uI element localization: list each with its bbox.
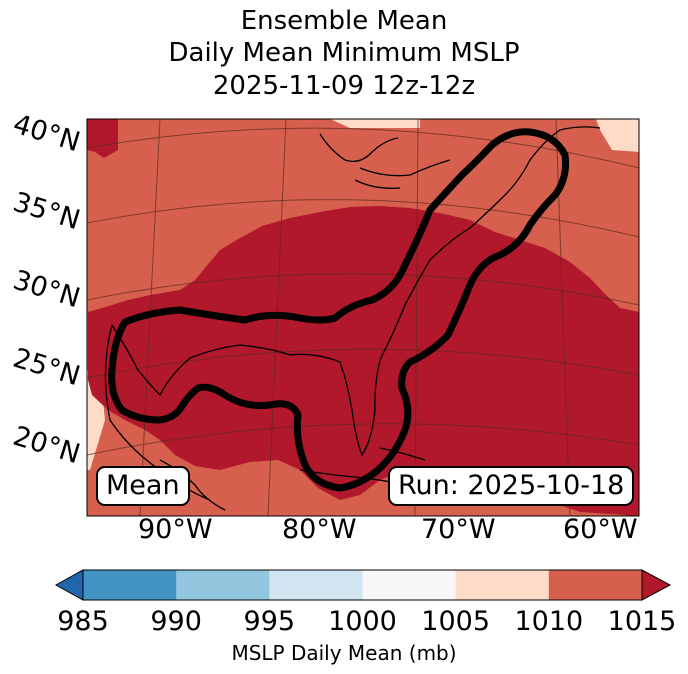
title-line-3: 2025-11-09 12z-12z — [212, 71, 476, 101]
lon-label-80w: 80°W — [282, 514, 357, 545]
colorbar-tick-label: 1010 — [514, 606, 584, 637]
colorbar-frame — [82, 569, 643, 601]
mslp-fill — [340, 119, 639, 140]
colorbar-segment — [455, 570, 550, 600]
map-field — [87, 119, 639, 516]
colorbar-segment — [548, 570, 643, 600]
mean-label-box: Mean — [96, 466, 190, 506]
mslp-contour-outline — [108, 128, 569, 492]
title-line-2: Daily Mean Minimum MSLP — [168, 38, 520, 68]
mslp-1005-1010-northeast — [596, 119, 639, 152]
colorbar-label: MSLP Daily Mean (mb) — [231, 641, 457, 665]
colorbar-tick-label: 1015 — [607, 606, 677, 637]
colorbar-extend-high — [641, 569, 672, 601]
mslp-1005-1010-north — [330, 119, 420, 128]
colorbar-segment — [269, 570, 363, 600]
lon-label-70w: 70°W — [421, 514, 496, 545]
mslp-low-core — [88, 206, 639, 516]
colorbar-segment — [176, 570, 270, 600]
colorbar-segment — [362, 570, 457, 600]
lon-label-90w: 90°W — [138, 514, 213, 545]
colorbar-extend-low — [54, 569, 84, 601]
map-frame — [86, 118, 640, 517]
title-line-1: Ensemble Mean — [240, 6, 448, 36]
colorbar-tick-label: 995 — [243, 606, 296, 637]
graticule — [87, 119, 639, 516]
colorbar-tick-label: 1000 — [328, 606, 397, 637]
colorbar — [54, 569, 672, 601]
colorbar-segment — [83, 570, 177, 600]
mslp-below-1015-region — [87, 119, 118, 158]
colorbar-tick-label: 1005 — [421, 606, 491, 637]
lon-label-60w: 60°W — [563, 514, 638, 545]
run-date-box: Run: 2025-10-18 — [388, 466, 635, 506]
colorbar-tick-label: 985 — [57, 606, 109, 637]
colorbar-tick-label: 990 — [150, 606, 202, 637]
